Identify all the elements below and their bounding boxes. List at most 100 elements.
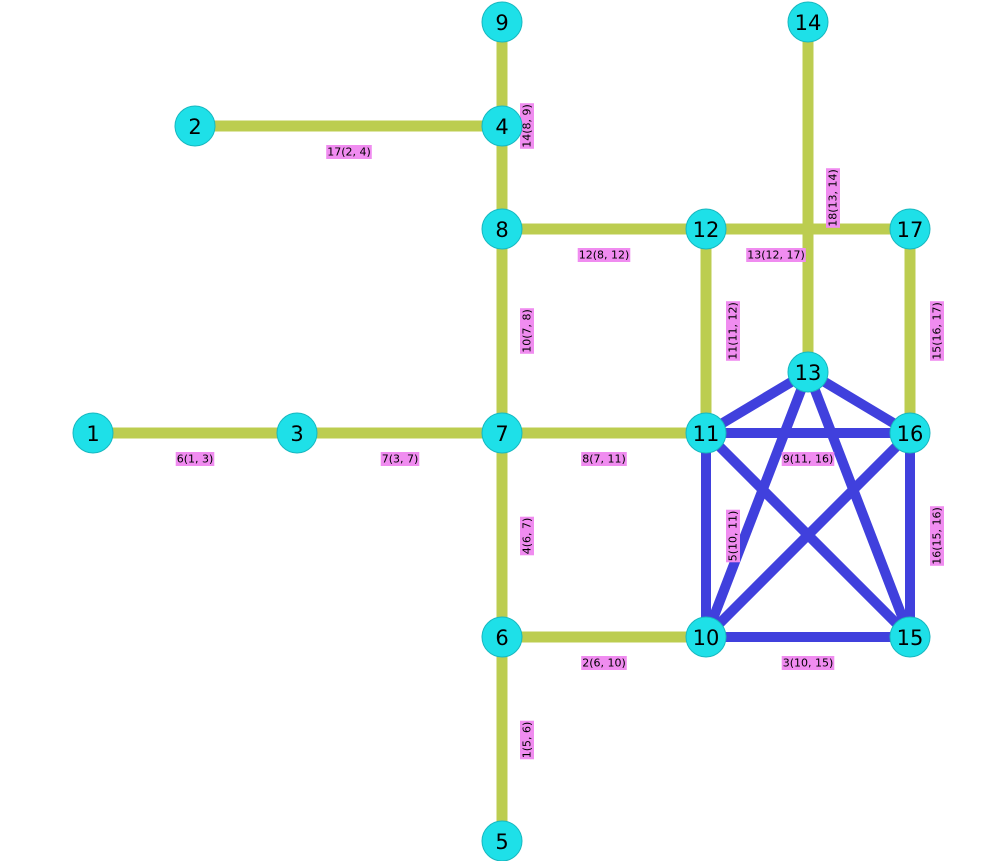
edge-label-text: 4(6, 7) [521,518,534,555]
node-label: 6 [495,626,508,650]
node-circle [72,412,114,454]
node-10: 10 [685,616,727,658]
node-circle [889,208,931,250]
edge-label-1: 1(5, 6) [520,720,534,760]
node-label: 2 [188,115,201,139]
edge-label-18: 18(13, 14) [826,168,840,228]
node-circle [685,412,727,454]
edge-label-5: 5(10, 11) [726,509,740,563]
edge-label-7: 7(3, 7) [380,452,420,466]
node-circle [787,1,829,43]
node-circle [481,820,523,861]
edge-label-text: 15(16, 17) [931,302,944,360]
edge-label-text: 9(11, 16) [783,453,834,466]
node-label: 9 [495,11,508,35]
node-8: 8 [481,208,523,250]
node-label: 13 [795,361,822,385]
edge-label-17: 17(2, 4) [326,145,372,159]
node-14: 14 [787,1,829,43]
node-circle [481,1,523,43]
edge-label-text: 10(7, 8) [521,309,534,353]
edge-label-10: 10(7, 8) [520,308,534,354]
edge-label-text: 18(13, 14) [827,169,840,227]
node-label: 14 [795,11,822,35]
edge-label-13: 13(12, 17) [746,248,806,262]
node-label: 10 [693,626,720,650]
edge-label-text: 1(5, 6) [521,722,534,759]
edge-label-bg [520,516,534,556]
edge-label-text: 5(10, 11) [727,511,740,562]
edge-label-text: 2(6, 10) [582,657,626,670]
edge-label-text: 7(3, 7) [382,453,419,466]
node-label: 5 [495,830,508,854]
edge-label-bg [326,145,372,159]
node-label: 8 [495,218,508,242]
edge-label-bg [577,248,631,262]
node-label: 3 [290,422,303,446]
edge-label-14: 14(8, 9) [520,103,534,149]
edge-label-16: 16(15, 16) [930,506,944,566]
edge-label-bg [520,720,534,760]
edge-label-bg [726,509,740,563]
edge-label-3: 3(10, 15) [781,656,835,670]
node-13: 13 [787,351,829,393]
edge-label-text: 16(15, 16) [931,507,944,565]
edge-label-text: 17(2, 4) [327,146,371,159]
node-circle [787,351,829,393]
edge-label-text: 8(7, 11) [582,453,626,466]
node-16: 16 [889,412,931,454]
edge-label-bg [520,308,534,354]
edge-label-bg [175,452,215,466]
node-label: 1 [86,422,99,446]
edge-labels-layer: 1(5, 6) 2(6, 10) 3(10, 15) 4(6, 7) 5(10, 11)… [175,103,944,760]
node-circle [685,208,727,250]
node-label: 15 [897,626,924,650]
edge-label-bg [380,452,420,466]
node-17: 17 [889,208,931,250]
edge-label-text: 6(1, 3) [177,453,214,466]
edge-label-bg [581,656,627,670]
edge-label-15: 15(16, 17) [930,301,944,361]
node-label: 16 [897,422,924,446]
node-12: 12 [685,208,727,250]
node-4: 4 [481,105,523,147]
edge-label-text: 13(12, 17) [747,249,805,262]
node-9: 9 [481,1,523,43]
node-circle [481,208,523,250]
edges-layer [93,22,916,841]
edge-label-bg [746,248,806,262]
node-circle [685,616,727,658]
edge-label-text: 3(10, 15) [783,657,834,670]
node-circle [889,616,931,658]
edge-label-bg [520,103,534,149]
node-2: 2 [174,105,216,147]
node-circle [481,412,523,454]
node-label: 4 [495,115,508,139]
node-circle [481,105,523,147]
node-5: 5 [481,820,523,861]
node-label: 12 [693,218,720,242]
node-15: 15 [889,616,931,658]
edge-11-15 [702,429,914,641]
node-circle [889,412,931,454]
edge-label-bg [781,452,835,466]
edge-10-13 [701,370,813,639]
edge-label-9: 9(11, 16) [781,452,835,466]
edge-label-bg [781,656,835,670]
node-circle [174,105,216,147]
edge-label-text: 12(8, 12) [579,249,630,262]
node-1: 1 [72,412,114,454]
node-circle [481,616,523,658]
node-circle [276,412,318,454]
edge-label-6: 6(1, 3) [175,452,215,466]
edge-label-bg [930,301,944,361]
node-11: 11 [685,412,727,454]
edge-label-bg [930,506,944,566]
edge-label-4: 4(6, 7) [520,516,534,556]
edge-label-12: 12(8, 12) [577,248,631,262]
node-7: 7 [481,412,523,454]
node-label: 11 [693,422,720,446]
node-label: 7 [495,422,508,446]
